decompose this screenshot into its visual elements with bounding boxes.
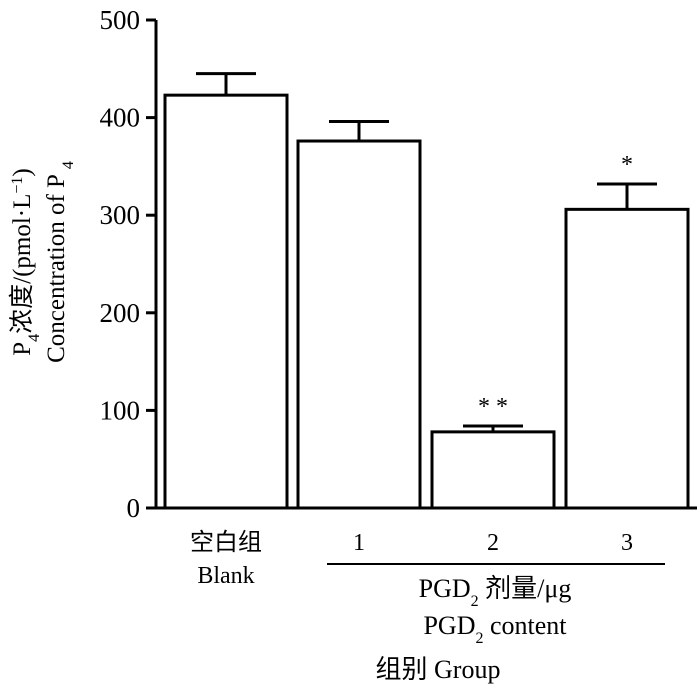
y-axis-title-chinese: P4浓度/(pmol·L−1) xyxy=(8,168,43,356)
x-axis-content-title: PGD2 content xyxy=(423,611,567,647)
bar xyxy=(564,207,690,510)
bar xyxy=(430,430,556,510)
bar xyxy=(163,93,289,510)
category-label: 2 xyxy=(487,530,499,556)
y-tick-label: 400 xyxy=(100,103,141,133)
bar xyxy=(296,139,422,510)
y-tick-label: 500 xyxy=(100,5,141,35)
y-tick-label: 300 xyxy=(100,200,141,230)
y-tick-label: 0 xyxy=(127,493,141,523)
bars: * * * xyxy=(163,72,690,510)
category-label: 3 xyxy=(621,530,633,556)
x-axis-dose-title: PGD2 剂量/μg xyxy=(419,574,572,610)
category-label: 空白组 xyxy=(190,529,262,556)
y-axis-title-english: Concentration of P4 xyxy=(43,161,77,363)
y-tick-label: 200 xyxy=(100,298,141,328)
category-labels: 空白组 Blank 1 2 3 xyxy=(190,529,633,589)
category-label: 1 xyxy=(353,530,365,556)
significance-marker: * * xyxy=(478,394,508,420)
y-tick-label: 100 xyxy=(100,395,141,425)
significance-marker: * xyxy=(621,152,633,178)
category-sublabel: Blank xyxy=(197,563,254,589)
x-axis-group-title: 组别 Group xyxy=(376,655,501,684)
